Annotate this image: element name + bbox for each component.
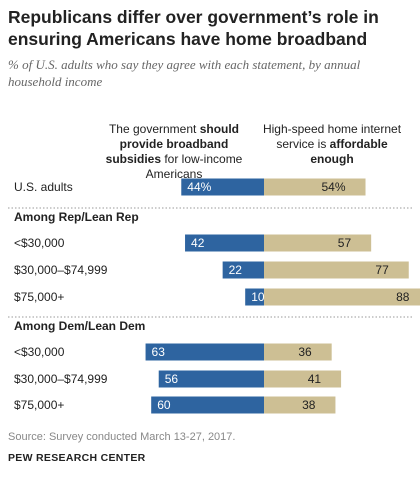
bar-right bbox=[264, 396, 336, 414]
bar-right bbox=[264, 288, 420, 306]
right-header-pre: High-speed home internet service is bbox=[262, 122, 402, 151]
brand-logo-text: PEW RESEARCH CENTER bbox=[8, 452, 146, 464]
bar-right bbox=[264, 370, 342, 388]
bar-left bbox=[181, 178, 264, 196]
value-label-right: 77 bbox=[375, 263, 389, 277]
bar-left bbox=[145, 343, 264, 361]
value-label-right: 88 bbox=[396, 290, 410, 304]
row-label: <$30,000 bbox=[14, 345, 65, 359]
row-label: $75,000+ bbox=[14, 290, 64, 304]
right-column-header: High-speed home internet service is affo… bbox=[262, 122, 402, 167]
bar-right bbox=[264, 234, 372, 252]
value-label-left: 60 bbox=[157, 398, 171, 412]
left-column-header: The government should provide broadband … bbox=[104, 122, 244, 182]
bar-left bbox=[222, 261, 264, 279]
bar-left bbox=[185, 234, 264, 252]
value-label-left: 56 bbox=[165, 372, 179, 386]
row-label: <$30,000 bbox=[14, 236, 65, 250]
value-label-right: 41 bbox=[308, 372, 322, 386]
right-header-bold: affordable enough bbox=[310, 137, 388, 166]
diverging-bar-chart: U.S. adults 44% 54% Among Rep/Lean Rep <$30,… bbox=[8, 178, 420, 414]
bar-left bbox=[158, 370, 264, 388]
left-header-bold: should provide broadband subsidies bbox=[105, 122, 240, 166]
bar-left bbox=[151, 396, 264, 414]
source-note: Source: Survey conducted March 13-27, 20… bbox=[8, 431, 236, 443]
value-label-left: 44% bbox=[187, 180, 211, 194]
row-label: $30,000–$74,999 bbox=[14, 263, 108, 277]
value-label-left: 22 bbox=[229, 263, 243, 277]
chart-title: Republicans differ over government’s rol… bbox=[8, 7, 379, 49]
bar-left bbox=[245, 288, 264, 306]
value-label-left: 42 bbox=[191, 236, 205, 250]
group-label: Among Dem/Lean Dem bbox=[14, 319, 145, 333]
chart-subtitle: % of U.S. adults who say they agree with… bbox=[8, 57, 361, 89]
left-header-pre: The government bbox=[108, 122, 200, 136]
row-label: $30,000–$74,999 bbox=[14, 372, 108, 386]
value-label-right: 57 bbox=[338, 236, 352, 250]
bar-right bbox=[264, 343, 332, 361]
left-header-post: for low-income Americans bbox=[145, 152, 243, 181]
value-label-left: 63 bbox=[152, 345, 166, 359]
value-label-right: 54% bbox=[321, 180, 345, 194]
row-label: $75,000+ bbox=[14, 398, 64, 412]
group-label: Among Rep/Lean Rep bbox=[14, 210, 139, 224]
value-label-left: 10 bbox=[251, 290, 265, 304]
value-label-right: 36 bbox=[298, 345, 312, 359]
bar-right bbox=[264, 178, 366, 196]
bar-right bbox=[264, 261, 409, 279]
value-label-right: 38 bbox=[302, 398, 316, 412]
row-label: U.S. adults bbox=[14, 180, 73, 194]
